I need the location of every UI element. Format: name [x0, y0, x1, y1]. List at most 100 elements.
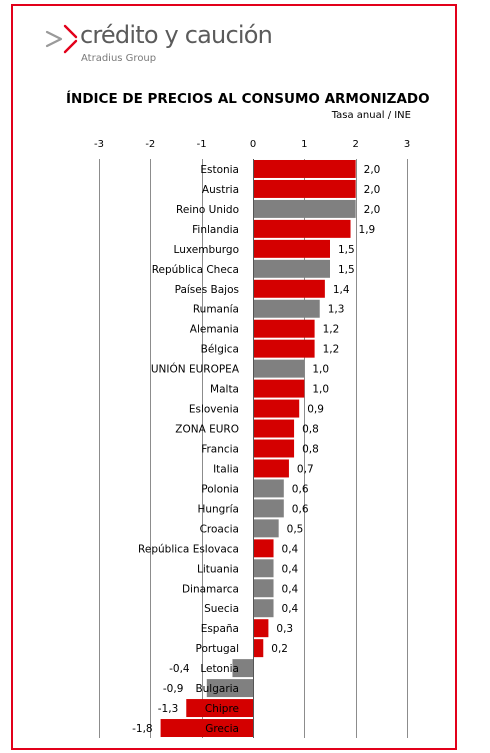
value-label: 1,5 [338, 264, 355, 276]
category-label: Letonia [200, 663, 239, 675]
value-label: -0,9 [163, 683, 184, 695]
brand-name: crédito y caución [80, 21, 273, 49]
category-label: Dinamarca [182, 583, 239, 595]
bar [253, 379, 305, 398]
value-label: 0,8 [302, 424, 319, 436]
x-tick-label: -1 [197, 139, 207, 150]
x-tick-label: -2 [145, 139, 155, 150]
category-label: Bulgaria [195, 683, 239, 695]
value-label: 0,4 [282, 583, 299, 595]
category-label: Lituania [197, 563, 239, 575]
category-label: Croacia [200, 523, 239, 535]
category-label: Alemania [190, 324, 239, 336]
category-label: Eslovenia [189, 404, 239, 416]
category-label: Finlandia [192, 224, 239, 236]
bar [253, 579, 274, 598]
category-label: Austria [202, 184, 239, 196]
category-label: Polonia [201, 483, 239, 495]
x-tick-label: 1 [301, 139, 307, 150]
bar [253, 459, 289, 478]
category-label: Chipre [205, 703, 239, 715]
bar [186, 699, 253, 718]
bar [253, 619, 269, 638]
category-label: Grecia [205, 723, 239, 735]
category-label: Hungría [197, 503, 239, 515]
value-label: 2,0 [364, 204, 381, 216]
value-label: 0,2 [271, 643, 288, 655]
category-label: España [201, 623, 239, 635]
bar [253, 239, 330, 258]
category-label: Malta [210, 384, 239, 396]
bar [253, 539, 274, 558]
value-label: 1,0 [312, 384, 329, 396]
category-label: Rumanía [193, 304, 239, 316]
bar [253, 319, 315, 338]
x-tick-label: -3 [94, 139, 104, 150]
category-label: Países Bajos [175, 284, 239, 296]
bar [253, 179, 356, 198]
category-label: Reino Unido [176, 204, 239, 216]
value-label: 0,6 [292, 483, 309, 495]
value-label: 1,3 [328, 304, 345, 316]
bar [253, 359, 305, 378]
value-label: 0,5 [287, 523, 304, 535]
bar [253, 299, 320, 318]
value-label: -0,4 [169, 663, 190, 675]
category-label: República Checa [152, 264, 239, 276]
value-label: 2,0 [364, 184, 381, 196]
brand-group: Atradius Group [81, 53, 157, 64]
value-label: 1,4 [333, 284, 350, 296]
bar [253, 599, 274, 618]
value-label: 1,5 [338, 244, 355, 256]
bar [253, 499, 284, 518]
bar [160, 719, 253, 738]
bar [253, 399, 300, 418]
category-label: Francia [201, 444, 239, 456]
category-label: ZONA EURO [175, 424, 239, 436]
bar [253, 639, 264, 658]
bar [253, 339, 315, 358]
bar [253, 419, 295, 438]
category-label: Bélgica [201, 344, 239, 356]
bar [232, 659, 253, 678]
value-label: 1,2 [323, 324, 340, 336]
chart-title: ÍNDICE DE PRECIOS AL CONSUMO ARMONIZADO [66, 91, 430, 107]
bar [253, 159, 356, 178]
value-label: 0,3 [276, 623, 293, 635]
bar [253, 439, 295, 458]
x-tick-label: 3 [404, 139, 410, 150]
bar [206, 679, 253, 698]
chart-subtitle: Tasa anual / INE [331, 110, 411, 121]
bar [253, 219, 351, 238]
value-label: 0,8 [302, 444, 319, 456]
category-label: UNIÓN EUROPEA [151, 363, 240, 376]
category-label: Suecia [204, 603, 239, 615]
bar [253, 279, 325, 298]
value-label: 0,7 [297, 463, 314, 475]
category-label: Portugal [196, 643, 240, 655]
bar [253, 199, 356, 218]
value-label: 0,4 [282, 563, 299, 575]
x-tick-label: 2 [352, 139, 358, 150]
bar [253, 479, 284, 498]
value-label: 0,4 [282, 603, 299, 615]
brand-logo: crédito y caución Atradius Group [44, 21, 304, 68]
chart-frame [11, 4, 457, 750]
value-label: 1,9 [359, 224, 376, 236]
category-label: Estonia [200, 164, 239, 176]
x-tick-label: 0 [250, 139, 256, 150]
category-label: Luxemburgo [174, 244, 239, 256]
value-label: 0,4 [282, 543, 299, 555]
value-label: 2,0 [364, 164, 381, 176]
logo-arrow-icon [45, 24, 78, 54]
value-label: -1,8 [132, 723, 153, 735]
bar [253, 559, 274, 578]
value-label: -1,3 [158, 703, 179, 715]
bar [253, 519, 279, 538]
value-label: 0,6 [292, 503, 309, 515]
category-label: Italia [213, 463, 239, 475]
value-label: 0,9 [307, 404, 324, 416]
value-label: 1,2 [323, 344, 340, 356]
category-label: República Eslovaca [138, 543, 239, 555]
